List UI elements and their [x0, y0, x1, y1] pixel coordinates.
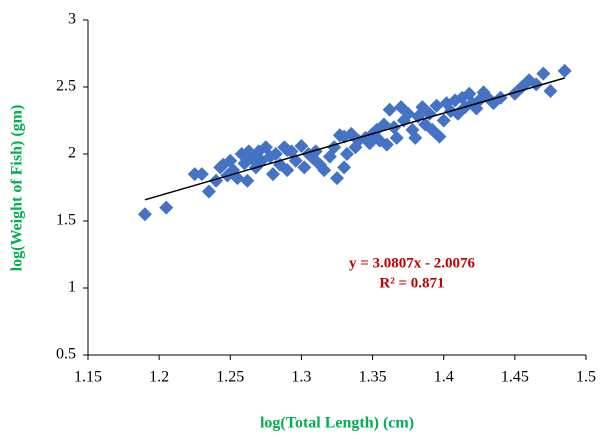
point: [379, 137, 394, 152]
point: [337, 129, 352, 144]
point: [241, 144, 256, 159]
y-tick-label: 0.5: [56, 346, 76, 363]
point: [297, 160, 312, 175]
point: [376, 117, 391, 132]
y-tick-label: 2.5: [56, 78, 76, 95]
x-tick-label: 1.4: [434, 369, 454, 386]
y-axis-title: log(Weight of Fish) (gm): [9, 105, 26, 272]
point: [382, 102, 397, 117]
point: [422, 106, 437, 121]
trendline-equation: y = 3.0807x - 2.0076: [349, 255, 476, 271]
point: [432, 129, 447, 144]
x-tick-label: 1.25: [216, 369, 244, 386]
point: [337, 160, 352, 175]
point: [389, 130, 404, 145]
trendline: [144, 77, 565, 201]
point: [137, 207, 152, 222]
y-tick-label: 1.5: [56, 212, 76, 229]
point: [493, 90, 508, 105]
point: [536, 66, 551, 81]
point: [339, 147, 354, 161]
point: [330, 171, 344, 186]
point: [194, 167, 209, 182]
point: [308, 144, 323, 159]
point: [436, 113, 451, 128]
point: [280, 163, 295, 178]
point: [317, 163, 332, 178]
point: [216, 157, 231, 172]
point: [187, 167, 202, 182]
point: [201, 184, 216, 199]
point: [408, 130, 423, 145]
y-tick-label: 2: [68, 145, 76, 162]
trendline-r-squared: R² = 0.871: [379, 275, 444, 291]
point: [294, 138, 309, 153]
point: [209, 173, 224, 188]
y-tick-label: 1: [68, 279, 76, 296]
point: [240, 173, 255, 188]
x-tick-label: 1.2: [149, 369, 169, 386]
y-tick-label: 3: [68, 11, 76, 28]
point: [418, 117, 433, 132]
x-axis-title: log(Total Length) (cm): [260, 415, 414, 432]
x-tick-label: 1.45: [501, 369, 529, 386]
point: [280, 142, 295, 157]
point: [557, 63, 572, 78]
x-tick-label: 1.3: [291, 369, 311, 386]
x-tick-label: 1.5: [576, 369, 596, 386]
point: [429, 98, 444, 113]
point: [401, 106, 416, 121]
point: [268, 147, 283, 161]
point: [265, 167, 280, 182]
x-tick-label: 1.35: [359, 369, 387, 386]
point: [159, 200, 174, 215]
x-tick-label: 1.15: [74, 369, 102, 386]
point: [543, 84, 558, 99]
